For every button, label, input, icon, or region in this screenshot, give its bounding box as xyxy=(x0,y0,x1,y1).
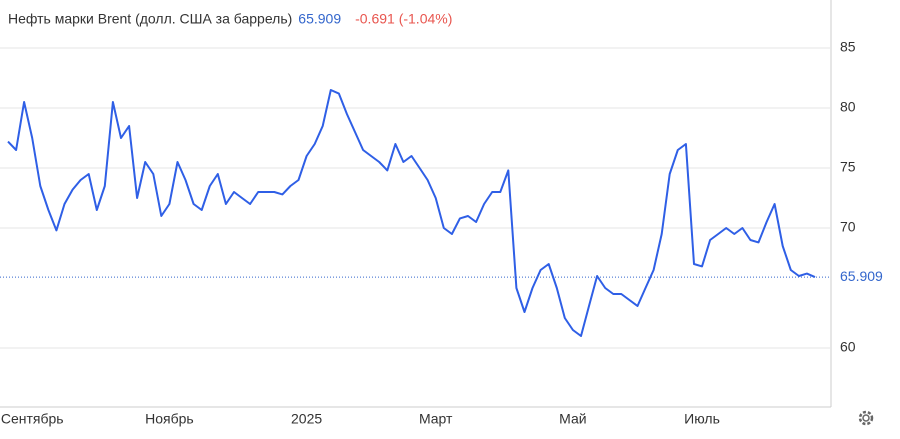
x-tick-label: Март xyxy=(419,411,453,427)
x-tick-label: Май xyxy=(559,411,586,427)
price-label: 65.909 xyxy=(840,268,883,284)
y-tick-label: 60 xyxy=(840,339,856,355)
y-tick-label: 70 xyxy=(840,219,856,235)
chart-title: Нефть марки Brent (долл. США за баррель) xyxy=(8,11,292,27)
y-tick-label: 80 xyxy=(840,99,856,115)
y-tick-label: 85 xyxy=(840,39,856,55)
settings-icon[interactable] xyxy=(858,410,874,426)
price-box xyxy=(834,267,894,288)
x-tick-label: 2025 xyxy=(291,411,322,427)
y-tick-label: 75 xyxy=(840,159,856,175)
price: 65.909 xyxy=(298,11,341,27)
change: -0.691 (-1.04%) xyxy=(355,11,452,27)
x-tick-label: Ноябрь xyxy=(145,411,194,427)
x-tick-label: Июль xyxy=(684,411,720,427)
price-line xyxy=(7,89,816,337)
x-tick-label: Сентябрь xyxy=(1,411,64,427)
